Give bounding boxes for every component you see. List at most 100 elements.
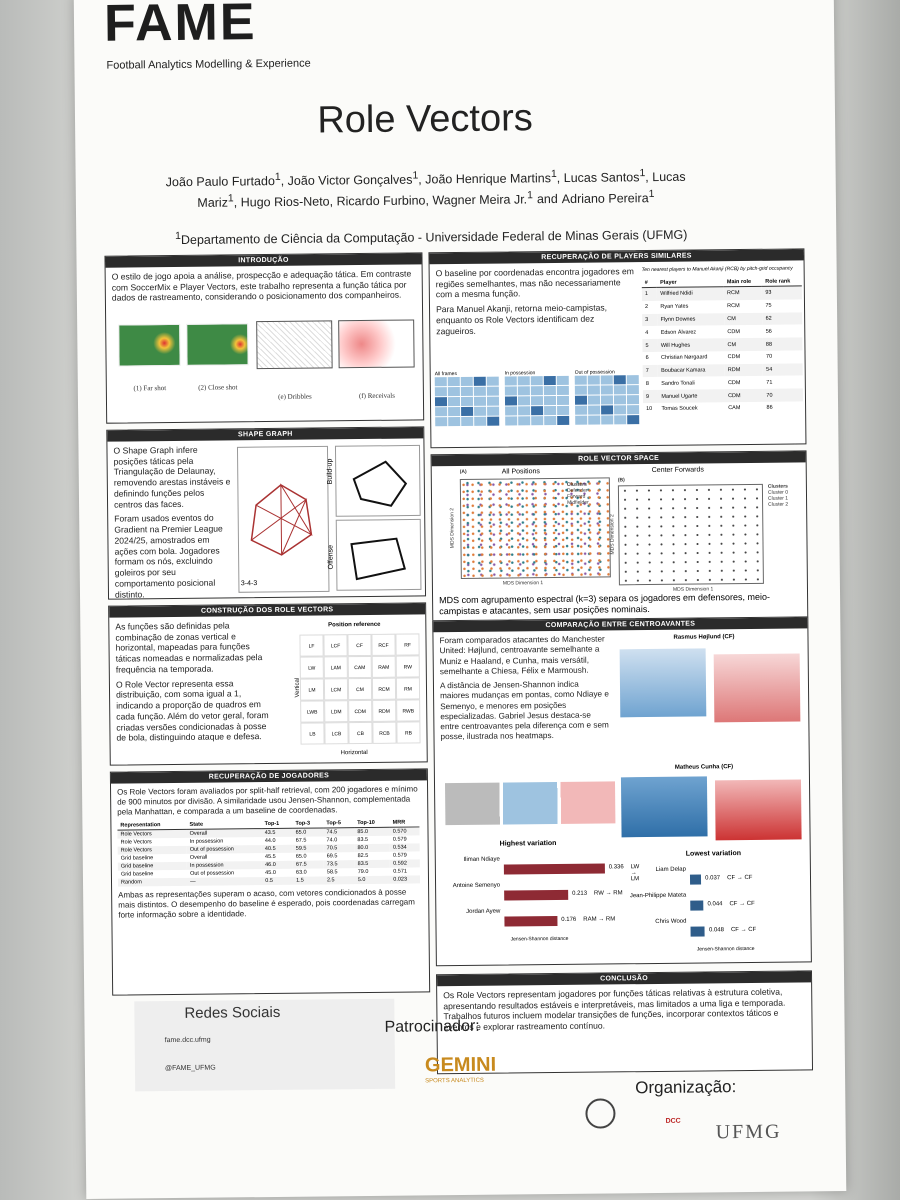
mini-heatmap: All frames [435,371,500,427]
value-label: 0.048 [708,927,724,934]
caption: MDS com agrupamento espectral (k=3) sepa… [439,591,771,617]
cell: 5.0 [357,877,366,884]
transition-label: RAM → RM [583,916,616,923]
table-title: Ten nearest players to Manuel Akanji (RC… [641,265,793,274]
heatmap-cell [543,375,556,386]
mini-heatmap: Out of possession [575,369,640,425]
cell: 2.5 [326,877,335,884]
cell: 7 [645,368,649,375]
heatmap-grid [574,375,640,425]
social-link[interactable]: fame.dcc.ufmg [164,1036,211,1045]
legend: Clusters Cluster 0 Cluster 1 Cluster 2 [768,484,788,508]
grid-cell: LDM [324,700,349,723]
heatmap-cell [627,405,640,415]
heatmap-cell [588,405,601,415]
heatmap-cell [544,415,557,426]
heatmap-cell [613,395,627,405]
header-cell: Top-1 [264,820,280,828]
section-construcao: CONSTRUÇÃO DOS ROLE VECTORS As funções s… [108,602,428,766]
heatmap [714,779,802,841]
legend: Clusters Defender Forward Midfielder [567,482,589,506]
heatmap-cell [613,385,626,395]
sponsor-title: Patrocinador: [384,1017,480,1036]
cell: Boubacar Kamara [661,367,706,374]
position-grid: LF LCF CF RCF RF LW LAM CAM RAM RW LM LCM CM RCM RM LWB… [299,633,421,745]
heatmap [713,653,801,723]
cell: 62 [765,315,772,322]
players-table: # Player Main role Role rank 1 Wilfried Ndidi… [641,277,804,415]
paragraph: A distância de Jensen-Shannon indica mai… [439,679,609,742]
heatmap-cell [434,377,447,387]
heatmap-cell [448,406,461,417]
bar [689,874,702,885]
value-label: 0.044 [707,901,723,908]
axis-label: MDS Dimension 1 [502,580,544,587]
social-title: Redes Sociais [184,1003,281,1022]
heatmap-cell [447,376,460,387]
grid-cell: LB [300,722,325,745]
org-logo: DCC [665,1117,681,1125]
cell: 6 [645,355,649,362]
heatmap-cell [473,396,487,406]
cell: RDM [727,367,741,374]
cell: Wilfried Ndidi [660,290,693,298]
mini-heatmap: In possession [505,370,570,426]
cell: CDM [727,379,741,387]
section-shape-graph: SHAPE GRAPH O Shape Graph infere posiçõe… [106,426,427,600]
chart-title: Lowest variation [685,850,742,858]
cell: CDM [727,328,740,335]
affiliation-mark: 1 [274,171,281,183]
grid-cell: RCB [372,721,397,744]
heatmap-cell [531,406,544,416]
cell: Sandro Tonali [661,380,695,387]
grid-cell: RAM [371,655,396,678]
paragraph: Os Role Vectors representam jogadores po… [443,986,786,1033]
chart-title: Position reference [328,621,381,629]
heatmap-cell [434,397,448,407]
pitch-figure [186,323,249,366]
cell: — [190,878,196,885]
caption: (f) Receivals [358,391,395,401]
heatmap-cell [505,406,518,416]
cell: 2 [644,304,649,311]
cell: 70 [766,392,773,399]
bar [504,889,569,901]
dribbles-figure [256,320,333,370]
cell: 86 [766,405,773,412]
grid-cell: RW [395,655,420,678]
heatmap-cell [473,386,486,396]
cell: 71 [766,379,773,386]
paragraph: Os Role Vectors foram avaliados por spli… [117,784,418,817]
cell: Manuel Ugarte [661,393,698,400]
axis-label: Horizontal [340,749,368,757]
heatmap-cell [518,416,531,426]
heatmap-cell [447,396,461,407]
heatmap-cell [447,386,460,397]
heatmaps [444,781,616,826]
player-label: Antoine Semenyo [452,882,501,890]
grid-cell: RDM [372,699,397,722]
section-title: ROLE VECTOR SPACE [431,451,806,467]
header-cell: # [644,280,648,287]
grid-cell: CDM [348,699,373,723]
heatmap-cell [448,416,461,427]
heatmap-cell [626,375,639,385]
affiliation-mark: 1 [648,188,655,200]
heatmap-cell [504,386,517,396]
affiliation-mark: 1 [412,170,419,182]
cell: RCM [727,303,740,310]
cell: 74.5 [326,829,338,836]
heatmap-cell [435,407,448,417]
panel-label: (A) [459,468,467,475]
cell: 0.570 [392,828,407,835]
heatmap-cell [556,375,569,385]
cell: Random [120,879,142,886]
cell: 0.023 [393,876,408,883]
heatmap-grid [504,375,570,426]
heatmap-title: Matheus Cunha (CF) [674,764,734,771]
poster: FAME Football Analytics Modelling & Expe… [73,0,847,1199]
social-link[interactable]: @FAME_UFMG [164,1064,216,1073]
cell: 75 [765,302,772,309]
cell: CDM [728,392,741,399]
